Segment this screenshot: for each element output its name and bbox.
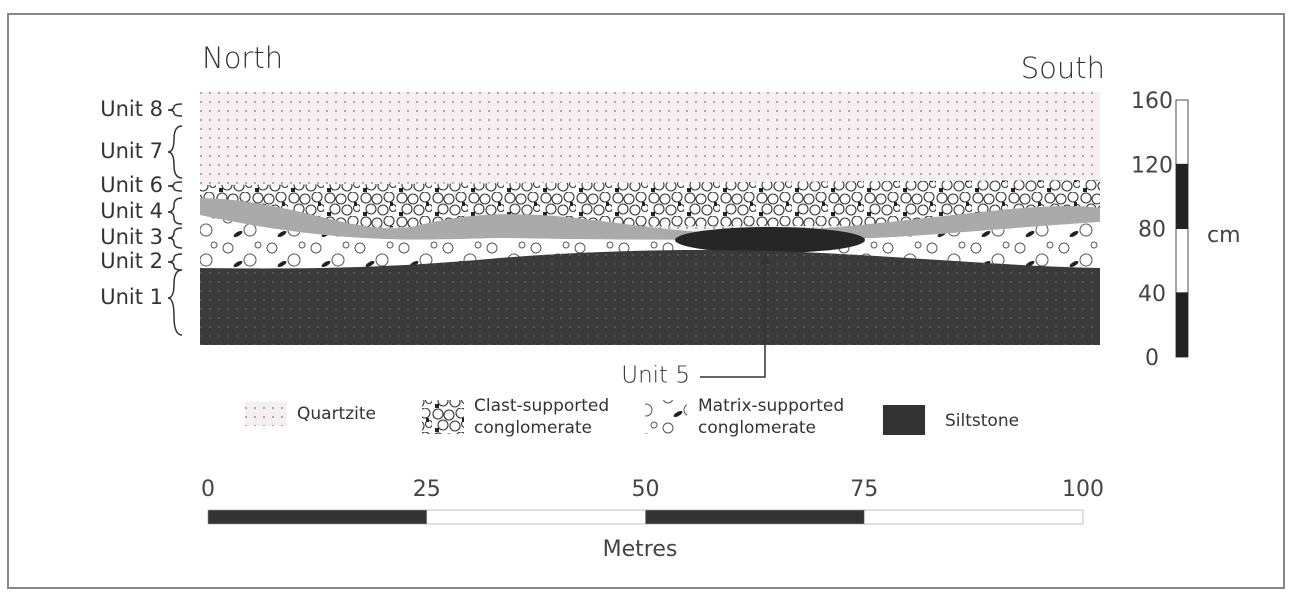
scale-segment xyxy=(864,510,1083,524)
scale-tick-label: 40 xyxy=(1138,282,1166,307)
north-label: North xyxy=(202,41,283,75)
unit-label: Unit 8 xyxy=(100,97,163,121)
scale-segment xyxy=(646,510,865,524)
brace xyxy=(168,126,182,178)
unit-label: Unit 4 xyxy=(100,199,163,223)
scale-tick-label: 80 xyxy=(1138,218,1166,243)
scale-tick-label: 75 xyxy=(850,477,878,502)
south-label: South xyxy=(1021,51,1105,85)
brace xyxy=(168,198,182,224)
distance-scale: 0 25 50 75 100 Metres xyxy=(201,477,1104,562)
scale-tick-label: 120 xyxy=(1131,153,1173,178)
scale-segment xyxy=(1176,164,1188,228)
unit-label: Unit 2 xyxy=(100,249,163,273)
brace xyxy=(168,270,182,335)
scale-tick-label: 0 xyxy=(201,477,215,502)
scale-tick-label: 0 xyxy=(1145,346,1159,371)
legend-label: Quartzite xyxy=(297,404,376,424)
brace xyxy=(168,182,182,191)
scale-segment xyxy=(1176,100,1188,164)
scale-title: Metres xyxy=(603,537,678,562)
scale-segment xyxy=(427,510,646,524)
brace xyxy=(168,228,182,248)
unit-label: Unit 1 xyxy=(100,285,163,309)
unit-label: Unit 7 xyxy=(100,139,163,163)
scale-tick-label: 50 xyxy=(632,477,660,502)
legend-swatch xyxy=(645,400,687,434)
legend-swatch xyxy=(883,405,925,435)
scale-unit: cm xyxy=(1207,223,1241,248)
unit-label: Unit 3 xyxy=(100,225,163,249)
legend-label: Clast-supported xyxy=(474,396,609,416)
legend-label: Matrix-supported xyxy=(698,396,844,416)
scale-tick-label: 160 xyxy=(1131,89,1173,114)
legend-label: conglomerate xyxy=(698,418,816,438)
legend-label: Siltstone xyxy=(945,411,1019,431)
scale-tick-label: 100 xyxy=(1062,477,1104,502)
scale-segment xyxy=(208,510,427,524)
brace xyxy=(168,104,182,116)
unit5-label: Unit 5 xyxy=(621,363,690,389)
section xyxy=(200,92,1100,345)
brace xyxy=(168,254,182,270)
scale-segment xyxy=(1176,229,1188,293)
thickness-scale: 0 40 80 120 160 cm xyxy=(1131,89,1241,371)
legend-label: conglomerate xyxy=(474,418,592,438)
unit-label: Unit 6 xyxy=(100,173,163,197)
scale-segment xyxy=(1176,293,1188,357)
unit5-lens xyxy=(675,227,865,253)
legend-swatch xyxy=(245,402,287,426)
legend-swatch xyxy=(422,400,464,434)
scale-tick-label: 25 xyxy=(413,477,441,502)
figure: North South Unit 8Unit 7Unit 6Unit 4Unit… xyxy=(0,0,1293,599)
